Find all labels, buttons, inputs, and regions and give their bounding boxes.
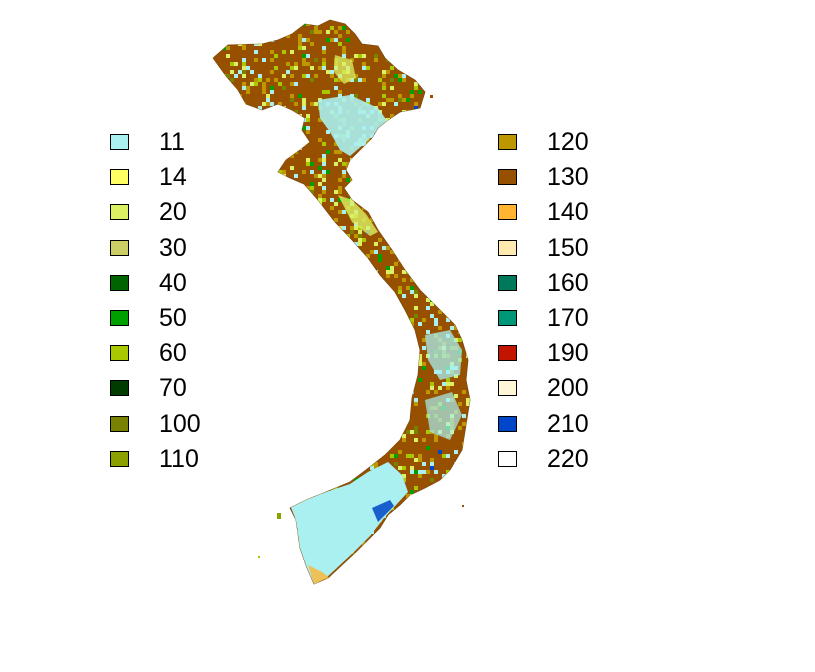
legend-label: 130 — [547, 163, 589, 192]
legend-label: 30 — [159, 233, 187, 262]
legend-swatch — [498, 450, 517, 467]
mekong-water-patch — [372, 500, 394, 522]
legend-label: 160 — [547, 268, 589, 297]
legend-label: 11 — [159, 128, 185, 156]
legend-label: 60 — [159, 339, 187, 368]
legend-label: 200 — [547, 374, 589, 403]
legend-swatch — [498, 380, 517, 397]
legend-label: 20 — [159, 198, 187, 227]
legend-label: 190 — [547, 339, 589, 368]
highland-cropland-patch-2 — [425, 392, 462, 440]
legend-swatch — [110, 309, 129, 326]
highland-cropland-patch — [425, 330, 462, 380]
legend-swatch — [498, 274, 517, 291]
northern-cropland-patch — [334, 55, 356, 84]
central-coast-patch — [338, 195, 378, 236]
legend-swatch — [498, 415, 517, 432]
red-river-delta-patch — [318, 95, 388, 156]
map-islands — [258, 95, 464, 558]
legend-label: 14 — [159, 163, 187, 192]
legend-swatch — [110, 450, 129, 467]
legend-swatch — [110, 345, 129, 362]
legend-swatch — [110, 380, 129, 397]
legend-swatch — [498, 169, 517, 186]
legend-label: 70 — [159, 374, 187, 403]
legend-swatch — [498, 239, 517, 256]
legend-swatch — [110, 274, 129, 291]
legend-swatch — [110, 134, 129, 150]
legend-label: 100 — [159, 409, 201, 438]
legend-swatch — [498, 345, 517, 362]
legend-swatch — [110, 415, 129, 432]
coastal-strip-patch — [308, 565, 330, 584]
legend-label: 170 — [547, 303, 589, 332]
legend-label: 50 — [159, 303, 187, 332]
legend-label: 140 — [547, 198, 589, 227]
legend-swatch — [498, 309, 517, 326]
legend-swatch — [110, 204, 129, 221]
legend-swatch — [498, 134, 517, 150]
legend-swatch — [498, 204, 517, 221]
legend-label: 210 — [547, 409, 589, 438]
land-cover-patches — [290, 55, 462, 584]
legend-swatch — [110, 169, 129, 186]
legend-label: 150 — [547, 233, 589, 262]
legend-swatch — [110, 239, 129, 256]
legend-label: 120 — [547, 128, 589, 156]
legend-label: 110 — [159, 444, 199, 473]
mekong-delta-patch — [290, 462, 408, 584]
legend-label: 40 — [159, 268, 187, 297]
legend-label: 220 — [547, 444, 589, 473]
